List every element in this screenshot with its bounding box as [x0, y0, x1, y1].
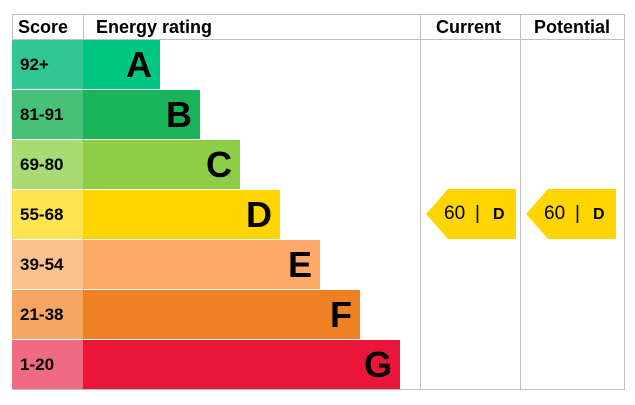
right-border: [624, 14, 625, 390]
score-label-e: 39-54: [20, 255, 64, 274]
score-label-b: 81-91: [20, 105, 64, 124]
current-divider-right: [520, 14, 521, 390]
band-bar-g: [83, 340, 400, 389]
energy-rating-header: Energy rating: [96, 17, 213, 37]
current-rating-arrow: 60 | D: [426, 189, 516, 239]
potential-header: Potential: [534, 17, 611, 37]
current-rating-value: 60: [444, 203, 466, 224]
score-label-f: 21-38: [20, 305, 64, 324]
potential-rating-value: 60: [544, 203, 566, 224]
score-label-d: 55-68: [20, 205, 64, 224]
header-divider: [12, 39, 624, 40]
bottom-border: [12, 389, 624, 390]
band-letter-f: F: [330, 294, 352, 335]
band-letter-b: B: [166, 94, 192, 135]
score-cell-f: 21-38: [12, 290, 83, 339]
band-letter-e: E: [287, 244, 312, 285]
score-cell-e: 39-54: [12, 240, 83, 289]
band-bar-d: [83, 190, 280, 239]
band-bar-a: [83, 40, 160, 89]
current-header: Current: [436, 17, 502, 37]
score-cell-a: 92+: [12, 40, 83, 89]
score-cell-c: 69-80: [12, 140, 83, 189]
band-letter-c: C: [206, 144, 232, 185]
potential-arrow-fill: [526, 189, 616, 239]
band-bar-f: [83, 290, 360, 339]
band-bar-c: [83, 140, 240, 189]
potential-rating-separator: |: [575, 203, 580, 224]
potential-arrow-shape: [526, 189, 616, 239]
band-bar-b: [83, 90, 200, 139]
score-cell-g: 1-20: [12, 340, 83, 389]
band-letter-g: G: [363, 344, 392, 385]
score-cell-b: 81-91: [12, 90, 83, 139]
current-arrow-fill: [426, 189, 516, 239]
score-label-c: 69-80: [20, 155, 64, 174]
band-letter-a: A: [126, 44, 152, 85]
band-letter-d: D: [246, 194, 272, 235]
top-border: [12, 14, 624, 15]
score-label-g: 1-20: [20, 355, 55, 374]
potential-rating-arrow: 60 | D: [526, 189, 616, 239]
current-divider-left: [420, 14, 421, 390]
score-label-a: 92+: [20, 55, 49, 74]
score-cell-d: 55-68: [12, 190, 83, 239]
current-rating-band: D: [493, 206, 505, 223]
score-header: Score: [18, 17, 69, 37]
band-bar-e: [83, 240, 320, 289]
current-arrow-shape: [426, 189, 516, 239]
potential-rating-band: D: [593, 206, 605, 223]
current-rating-separator: |: [475, 203, 480, 224]
